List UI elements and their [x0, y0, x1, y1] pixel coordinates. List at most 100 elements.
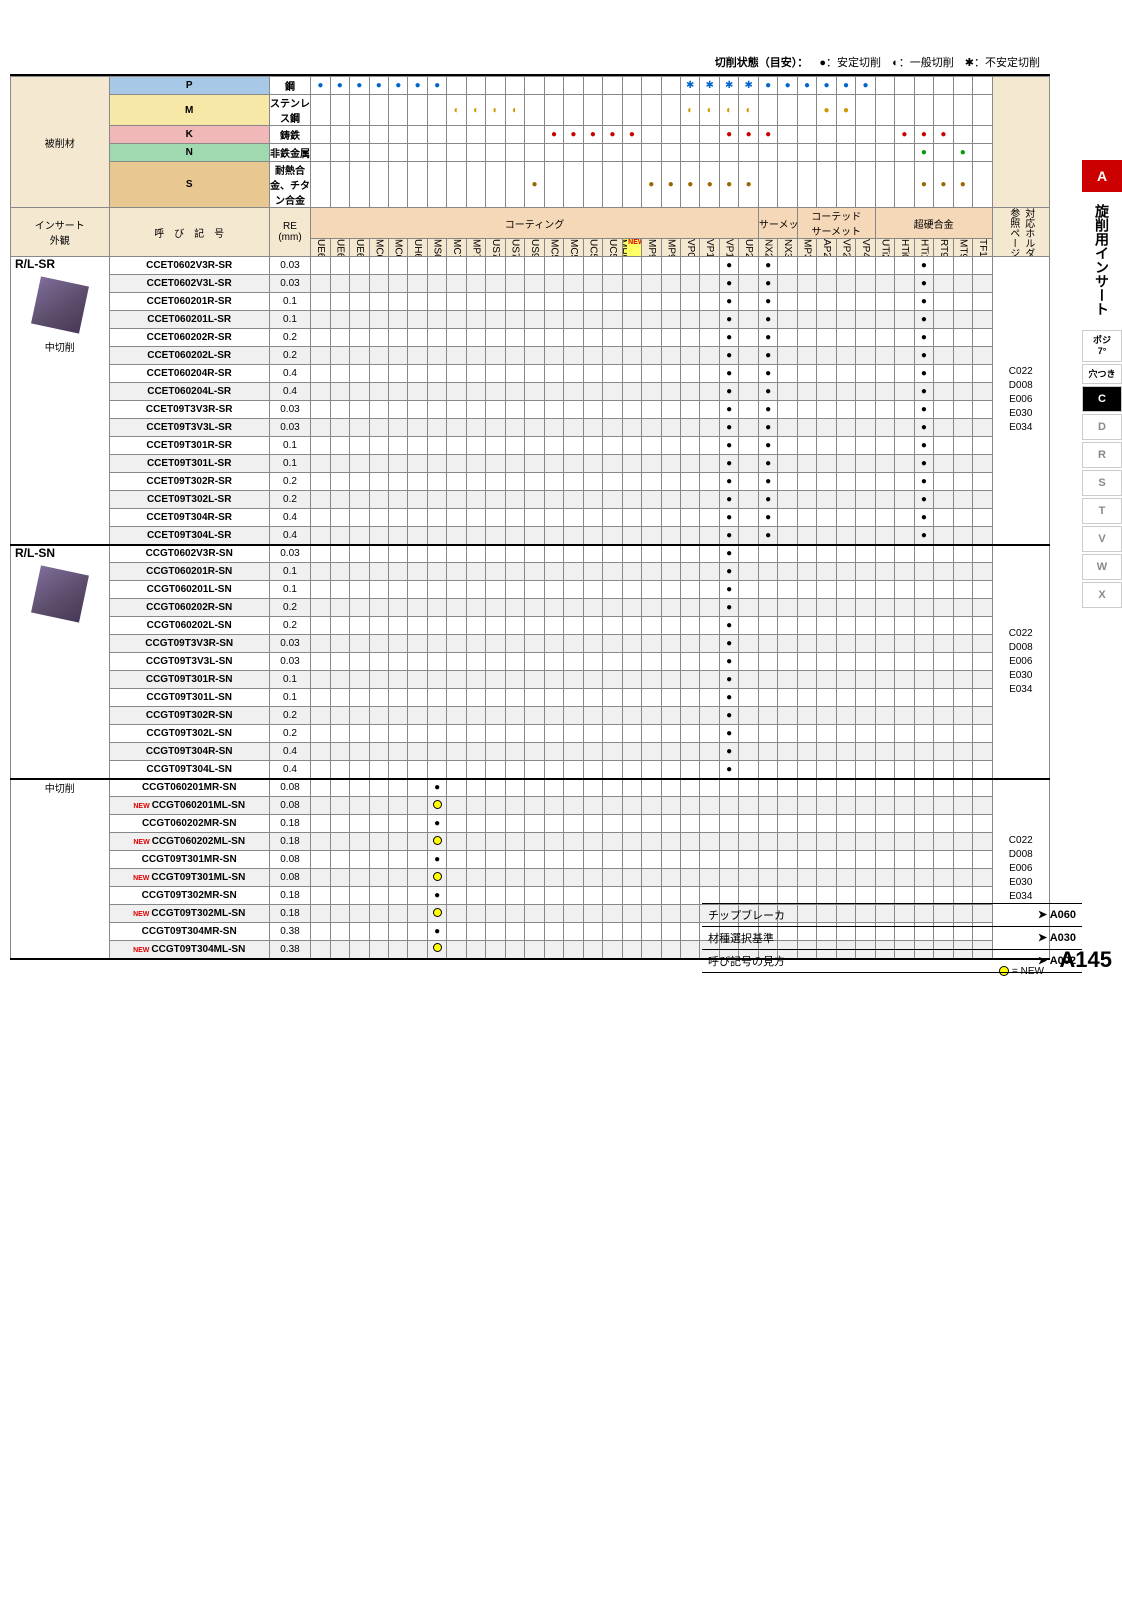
re-value: 0.08 [269, 851, 310, 869]
part-number: NEWCCGT09T304ML-SN [109, 941, 269, 959]
re-value: 0.2 [269, 329, 310, 347]
re-value: 0.2 [269, 347, 310, 365]
part-number: CCET0602V3L-SR [109, 275, 269, 293]
material-name-S: 耐熱合金、チタン合金 [269, 162, 310, 208]
section-label: R/L-SN [11, 546, 109, 560]
grade-VP25N: VP25N [836, 239, 855, 257]
shape-tab-D[interactable]: D [1082, 414, 1122, 440]
grade-TF15: TF15 [973, 239, 992, 257]
re-value: 0.1 [269, 293, 310, 311]
re-value: 0.4 [269, 509, 310, 527]
grade-UE6105: UE6105 [311, 239, 330, 257]
legend-normal: ◐：一般切削 [892, 57, 954, 69]
re-value: 0.03 [269, 275, 310, 293]
re-value: 0.03 [269, 545, 310, 563]
re-value: 0.03 [269, 635, 310, 653]
re-value: 0.08 [269, 797, 310, 815]
re-value: 0.1 [269, 437, 310, 455]
shape-tab-T[interactable]: T [1082, 498, 1122, 524]
grade-RT9010: RT9010 [934, 239, 953, 257]
material-name-N: 非鉄金属 [269, 144, 310, 162]
re-value: 0.2 [269, 473, 310, 491]
shape-tab-V[interactable]: V [1082, 526, 1122, 552]
shape-tab-X[interactable]: X [1082, 582, 1122, 608]
grade-MP7035: MP7035 [466, 239, 485, 257]
part-number: CCET09T301R-SR [109, 437, 269, 455]
re-value: 0.38 [269, 941, 310, 959]
part-number: CCGT09T302L-SN [109, 725, 269, 743]
page-number: A145 [1059, 947, 1112, 973]
part-number: CCGT09T304R-SN [109, 743, 269, 761]
grade-MC5015: MC5015 [564, 239, 583, 257]
hole-label: 穴つき [1082, 364, 1122, 385]
part-number: CCET0602V3R-SR [109, 257, 269, 275]
shape-tab-W[interactable]: W [1082, 554, 1122, 580]
grade-UC5115: UC5115 [603, 239, 622, 257]
part-number: CCET09T304R-SR [109, 509, 269, 527]
grade-VP15TF: VP15TF [719, 239, 738, 257]
part-number: CCGT060201L-SN [109, 581, 269, 599]
part-number: CCET09T302R-SR [109, 473, 269, 491]
grade-MC7025: MC7025 [447, 239, 466, 257]
ref-label: 材種選択基準 [702, 926, 945, 949]
part-number: CCGT09T304L-SN [109, 761, 269, 779]
part-number: CCGT09T301R-SN [109, 671, 269, 689]
material-code-P: P [109, 77, 269, 95]
material-code-K: K [109, 126, 269, 144]
hdr-holder-ref: 対応ホルダ 参照ページ [992, 208, 1049, 257]
section-title-vertical: 旋削用インサート [1082, 192, 1122, 328]
part-number: CCET060204L-SR [109, 383, 269, 401]
section-label: R/L-SR [11, 257, 109, 271]
ref-page[interactable]: ➤ A060 [945, 903, 1082, 926]
part-number: CCET09T301L-SR [109, 455, 269, 473]
grade-MP9005: MP9005 [642, 239, 661, 257]
part-number: CCGT09T301MR-SN [109, 851, 269, 869]
part-number: CCGT09T302R-SN [109, 707, 269, 725]
insert-thumbnail [19, 268, 100, 341]
part-number: CCGT060202L-SN [109, 617, 269, 635]
part-number: NEWCCGT060201ML-SN [109, 797, 269, 815]
shape-tab-R[interactable]: R [1082, 442, 1122, 468]
grade-MC6025: MC6025 [388, 239, 407, 257]
shape-tab-S[interactable]: S [1082, 470, 1122, 496]
hdr-designation: 呼 び 記 号 [109, 208, 269, 257]
grade-MP3025: MP3025 [797, 239, 816, 257]
shape-tab-C[interactable]: C [1082, 386, 1122, 412]
part-number: CCET09T304L-SR [109, 527, 269, 545]
re-value: 0.18 [269, 833, 310, 851]
legend-title: 切削状態（目安）： [715, 57, 809, 69]
part-number: CCGT09T304MR-SN [109, 923, 269, 941]
grade-US905: US905 [525, 239, 544, 257]
grade-HTi10: HTi10 [914, 239, 933, 257]
re-value: 0.18 [269, 905, 310, 923]
re-value: 0.2 [269, 707, 310, 725]
grade-MC5005: MC5005 [544, 239, 563, 257]
re-value: 0.03 [269, 401, 310, 419]
re-value: 0.4 [269, 743, 310, 761]
grade-UTi20T: UTi20T [875, 239, 894, 257]
grade-UP20M: UP20M [739, 239, 758, 257]
re-value: 0.18 [269, 815, 310, 833]
re-value: 0.1 [269, 563, 310, 581]
holder-ref-codes: C022D008E006E030E034 [992, 545, 1049, 779]
re-value: 0.2 [269, 617, 310, 635]
part-number: CCGT09T3V3R-SN [109, 635, 269, 653]
hdr-re: RE (mm) [269, 208, 310, 257]
section-tab-a[interactable]: A [1082, 160, 1122, 192]
material-code-N: N [109, 144, 269, 162]
part-number: CCET09T3V3R-SR [109, 401, 269, 419]
part-number: CCET060204R-SR [109, 365, 269, 383]
holder-ref-codes: C022D008E006E030E034 [992, 257, 1049, 545]
material-name-P: 鋼 [269, 77, 310, 95]
ref-label: チップブレーカ [702, 903, 945, 926]
part-number: CCGT09T3V3L-SN [109, 653, 269, 671]
re-value: 0.18 [269, 887, 310, 905]
grade-NX2525: NX2525 [758, 239, 777, 257]
re-value: 0.4 [269, 365, 310, 383]
re-value: 0.1 [269, 311, 310, 329]
grade-MH515: NEWMH515 [622, 239, 641, 257]
grade-UE6020: UE6020 [350, 239, 369, 257]
part-number: CCET060201R-SR [109, 293, 269, 311]
material-name-M: ステンレス鋼 [269, 95, 310, 126]
grade-UC5105: UC5105 [583, 239, 602, 257]
